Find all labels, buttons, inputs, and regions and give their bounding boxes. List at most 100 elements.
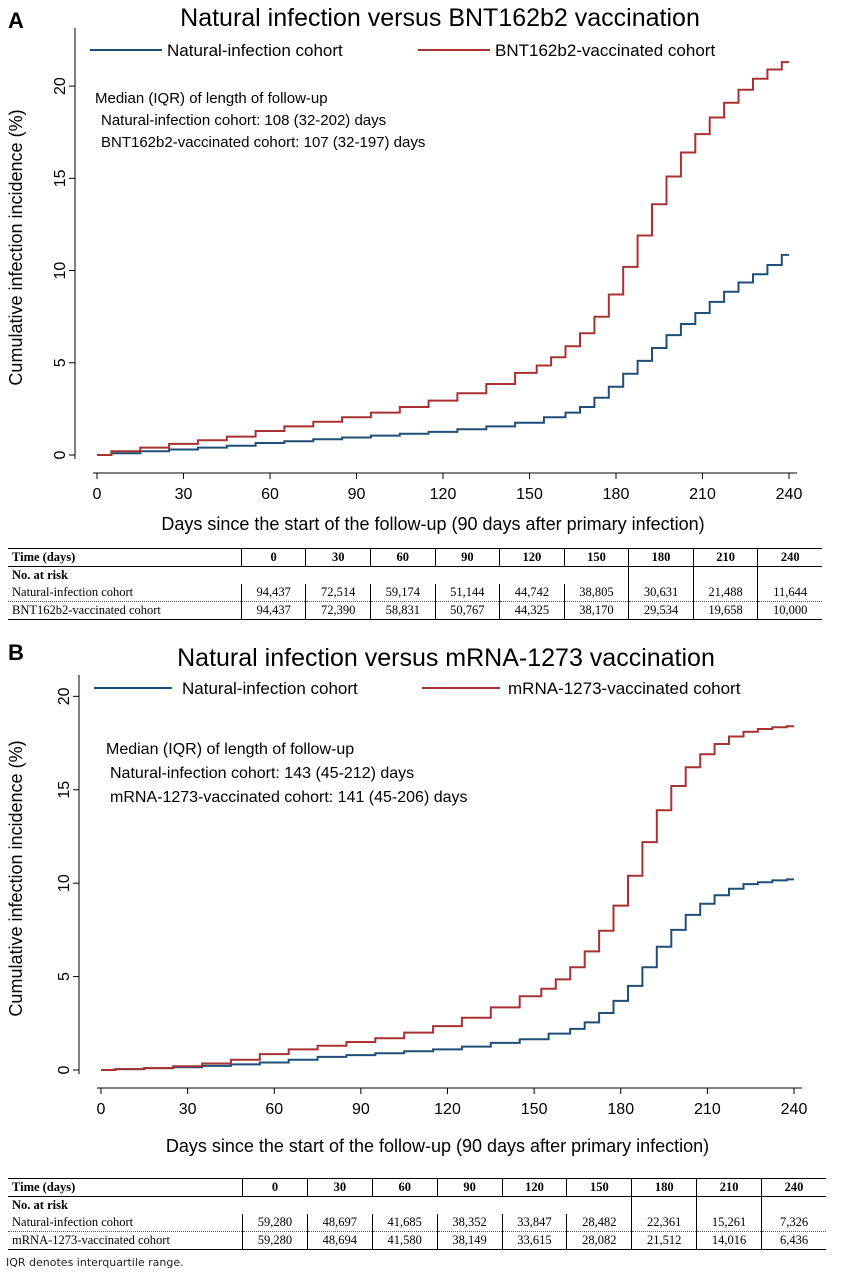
follow-up-annotation: Median (IQR) of length of follow-up [106,741,354,758]
table-cell: 15,261 [696,1214,762,1232]
footnote: IQR denotes interquartile range. [6,1256,184,1269]
table-cell: 33,847 [501,1214,567,1232]
risk-table-a: Time (days) 0 30 60 90 120 150 180 210 2… [8,548,822,620]
table-cell: 41,685 [371,1214,438,1232]
table-cell: 48,694 [306,1231,373,1250]
risk-table-time: 30 [306,1178,373,1197]
table-cell: 28,082 [566,1231,632,1250]
chart-b: Natural infection versus mRNA-1273 vacci… [6,644,807,1156]
follow-up-annotation: Natural-infection cohort: 143 (45-212) d… [110,765,414,782]
follow-up-annotation: BNT162b2-vaccinated cohort: 107 (32-197)… [101,134,425,151]
risk-table-time: 150 [563,548,629,567]
y-tick-label: 20 [52,77,69,95]
table-cell: 21,488 [692,584,758,602]
table-cell: 44,742 [499,584,565,602]
risk-table-time: 30 [305,548,371,567]
y-tick-label: 10 [56,874,73,892]
risk-table-time: 0 [240,548,306,567]
x-tick-label: 180 [603,486,630,503]
row-label: BNT162b2-vaccinated cohort [8,601,242,620]
table-cell: 21,512 [631,1231,697,1250]
natural-infection-line [101,878,794,1071]
x-tick-label: 0 [93,486,102,503]
table-cell: 59,174 [370,584,436,602]
y-tick-label: 0 [52,450,69,459]
natural-infection-line [97,253,789,456]
table-cell: 44,325 [499,601,565,620]
risk-table-header: Time (days) 0 30 60 90 120 150 180 210 2… [8,1178,826,1197]
risk-table-time: 60 [370,548,436,567]
y-tick-label: 15 [52,169,69,187]
table-cell: 48,697 [306,1214,373,1232]
risk-table-subheader: No. at risk [8,1196,826,1214]
risk-table-header-label: Time (days) [8,548,242,567]
table-cell: 38,170 [563,601,629,620]
row-label: Natural-infection cohort [8,1214,243,1232]
x-tick-label: 120 [430,486,457,503]
table-cell: 72,514 [305,584,371,602]
table-cell: 22,361 [631,1214,697,1232]
table-cell: 50,767 [434,601,500,620]
table-row: mRNA-1273-vaccinated cohort 59,280 48,69… [8,1231,826,1250]
table-cell: 94,437 [240,601,306,620]
risk-table-time: 90 [434,548,500,567]
x-tick-label: 180 [607,1101,634,1118]
table-row: BNT162b2-vaccinated cohort 94,437 72,390… [8,601,822,620]
x-tick-label: 150 [521,1101,548,1118]
legend-label: BNT162b2-vaccinated cohort [495,41,715,60]
x-tick-label: 90 [348,486,366,503]
risk-table-header: Time (days) 0 30 60 90 120 150 180 210 2… [8,548,822,567]
risk-table-time: 120 [499,548,565,567]
table-cell: 51,144 [434,584,500,602]
row-label: Natural-infection cohort [8,584,242,602]
risk-table-b: Time (days) 0 30 60 90 120 150 180 210 2… [8,1178,826,1250]
risk-table-subheader-label: No. at risk [12,1198,68,1212]
table-cell: 94,437 [240,584,306,602]
x-tick-label: 210 [694,1101,721,1118]
table-cell: 58,831 [370,601,436,620]
x-tick-label: 90 [352,1101,370,1118]
table-row: Natural-infection cohort 59,280 48,697 4… [8,1214,826,1232]
x-tick-label: 210 [689,486,716,503]
x-tick-label: 30 [175,486,193,503]
table-cell: 30,631 [628,584,694,602]
table-cell: 38,149 [436,1231,503,1250]
y-tick-label: 5 [56,972,73,981]
table-cell: 41,580 [371,1231,438,1250]
table-cell: 29,534 [628,601,694,620]
x-tick-label: 60 [261,486,279,503]
table-cell: 59,280 [242,1231,308,1250]
table-row: Natural-infection cohort 94,437 72,514 5… [8,584,822,602]
table-cell: 14,016 [696,1231,762,1250]
follow-up-annotation: Median (IQR) of length of follow-up [95,90,328,107]
risk-table-time: 210 [692,548,758,567]
y-tick-label: 10 [52,262,69,280]
table-cell: 38,805 [563,584,629,602]
follow-up-annotation: mRNA-1273-vaccinated cohort: 141 (45-206… [110,789,468,806]
chart-title: Natural infection versus BNT162b2 vaccin… [180,4,700,32]
y-tick-label: 15 [56,781,73,799]
x-axis-label: Days since the start of the follow-up (9… [166,1136,709,1156]
y-tick-label: 5 [52,358,69,367]
panel-letter-b: B [8,640,24,665]
x-tick-label: 120 [434,1101,461,1118]
x-axis-label: Days since the start of the follow-up (9… [161,514,704,534]
risk-table-time: 240 [761,1178,826,1197]
y-tick-label: 20 [56,687,73,705]
legend-label: Natural-infection cohort [182,679,358,698]
table-cell: 38,352 [436,1214,503,1232]
risk-table-time: 210 [696,1178,762,1197]
risk-table-subheader-label: No. at risk [12,568,68,582]
table-cell: 59,280 [242,1214,308,1232]
row-label: mRNA-1273-vaccinated cohort [8,1231,243,1250]
vaccinated-cohort-line [97,61,789,456]
y-tick-label: 0 [56,1065,73,1074]
legend-label: Natural-infection cohort [167,41,343,60]
table-cell: 6,436 [761,1231,826,1250]
table-cell: 10,000 [757,601,822,620]
risk-table-subheader: No. at risk [8,566,822,584]
table-cell: 11,644 [757,584,822,602]
x-tick-label: 150 [516,486,543,503]
legend-label: mRNA-1273-vaccinated cohort [508,679,741,698]
panel-letter-a: A [8,8,24,33]
